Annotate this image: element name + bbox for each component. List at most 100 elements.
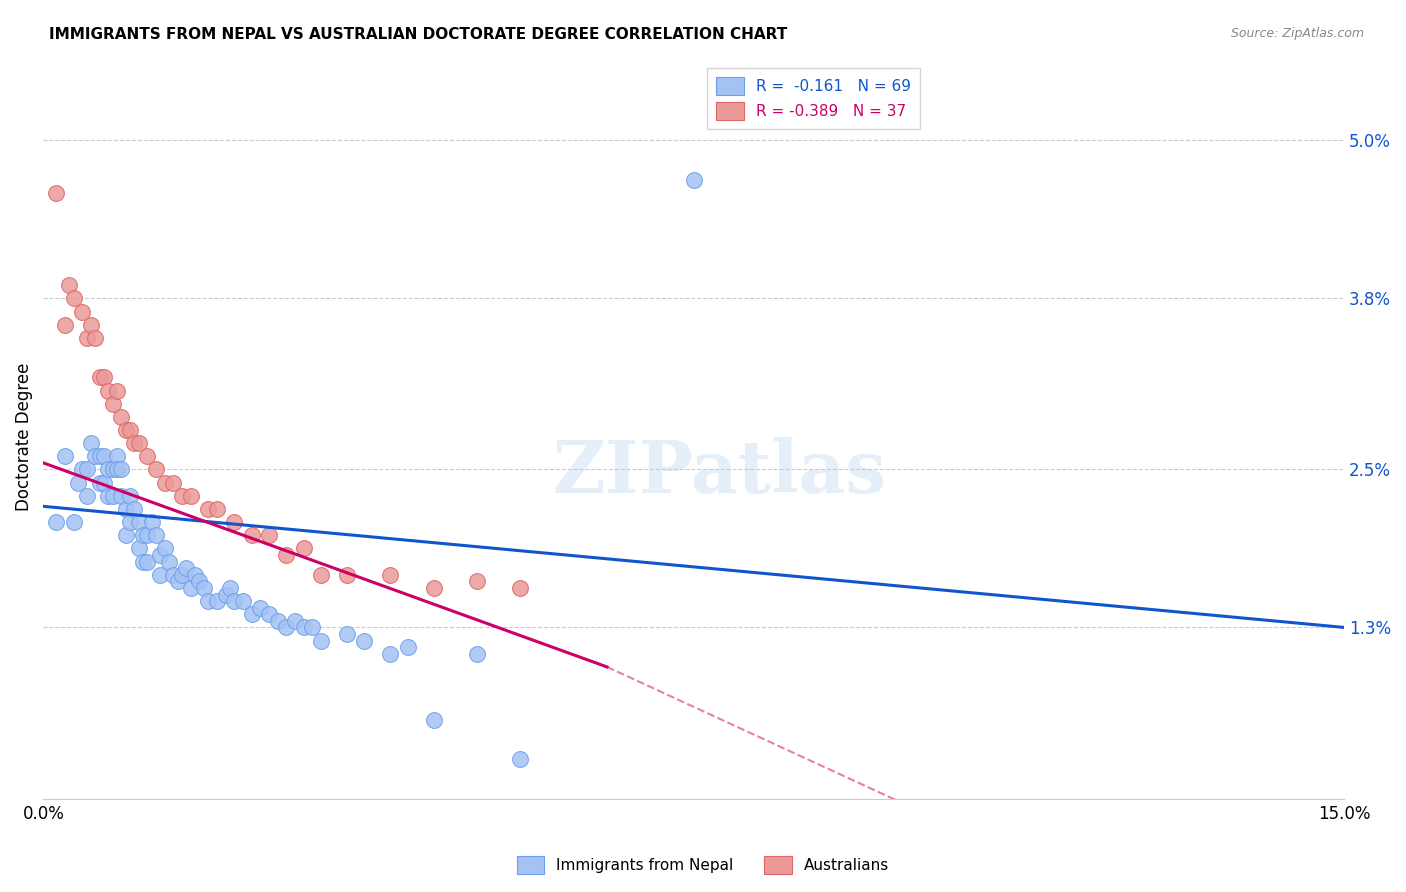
- Point: [266, 614, 288, 628]
- Point: [120, 423, 142, 437]
- Point: [284, 614, 307, 628]
- Point: [214, 588, 236, 602]
- Point: [124, 502, 146, 516]
- Point: [276, 548, 298, 562]
- Point: [292, 620, 315, 634]
- Point: [180, 581, 202, 595]
- Legend: R =  -0.161   N = 69, R = -0.389   N = 37: R = -0.161 N = 69, R = -0.389 N = 37: [707, 68, 920, 129]
- Point: [149, 567, 172, 582]
- Point: [114, 502, 136, 516]
- Point: [76, 462, 98, 476]
- Point: [176, 561, 198, 575]
- Point: [157, 555, 180, 569]
- Point: [141, 515, 163, 529]
- Point: [153, 541, 176, 556]
- Point: [336, 567, 359, 582]
- Point: [136, 450, 159, 464]
- Point: [84, 450, 107, 464]
- Point: [105, 462, 128, 476]
- Point: [101, 489, 124, 503]
- Point: [114, 528, 136, 542]
- Point: [145, 528, 167, 542]
- Point: [380, 647, 402, 661]
- Point: [80, 318, 103, 332]
- Point: [509, 752, 531, 766]
- Point: [162, 475, 184, 490]
- Point: [105, 384, 128, 398]
- Point: [101, 397, 124, 411]
- Point: [184, 567, 207, 582]
- Point: [89, 370, 111, 384]
- Point: [72, 304, 94, 318]
- Point: [132, 528, 155, 542]
- Point: [62, 292, 84, 306]
- Point: [353, 633, 375, 648]
- Point: [422, 713, 444, 727]
- Point: [380, 567, 402, 582]
- Point: [80, 436, 103, 450]
- Point: [309, 567, 332, 582]
- Point: [205, 594, 228, 608]
- Point: [162, 567, 184, 582]
- Text: ZIPatlas: ZIPatlas: [553, 437, 887, 508]
- Point: [172, 489, 194, 503]
- Point: [72, 462, 94, 476]
- Text: IMMIGRANTS FROM NEPAL VS AUSTRALIAN DOCTORATE DEGREE CORRELATION CHART: IMMIGRANTS FROM NEPAL VS AUSTRALIAN DOCT…: [49, 27, 787, 42]
- Y-axis label: Doctorate Degree: Doctorate Degree: [15, 362, 32, 511]
- Point: [224, 515, 246, 529]
- Point: [188, 574, 211, 589]
- Point: [136, 528, 159, 542]
- Point: [232, 594, 254, 608]
- Point: [422, 581, 444, 595]
- Point: [110, 462, 132, 476]
- Point: [97, 489, 120, 503]
- Point: [132, 555, 155, 569]
- Point: [45, 515, 67, 529]
- Legend: Immigrants from Nepal, Australians: Immigrants from Nepal, Australians: [510, 850, 896, 880]
- Point: [97, 384, 120, 398]
- Point: [224, 594, 246, 608]
- Point: [120, 489, 142, 503]
- Point: [53, 318, 76, 332]
- Point: [128, 541, 150, 556]
- Point: [205, 502, 228, 516]
- Point: [197, 594, 219, 608]
- Point: [257, 528, 280, 542]
- Point: [120, 515, 142, 529]
- Point: [240, 528, 263, 542]
- Point: [93, 450, 115, 464]
- Point: [292, 541, 315, 556]
- Point: [180, 489, 202, 503]
- Point: [145, 462, 167, 476]
- Point: [197, 502, 219, 516]
- Point: [62, 515, 84, 529]
- Point: [149, 548, 172, 562]
- Point: [76, 331, 98, 345]
- Point: [101, 462, 124, 476]
- Point: [509, 581, 531, 595]
- Point: [257, 607, 280, 622]
- Point: [166, 574, 188, 589]
- Point: [84, 331, 107, 345]
- Point: [465, 647, 488, 661]
- Point: [240, 607, 263, 622]
- Point: [301, 620, 323, 634]
- Point: [45, 186, 67, 200]
- Point: [309, 633, 332, 648]
- Point: [128, 436, 150, 450]
- Point: [58, 278, 80, 293]
- Point: [682, 173, 704, 187]
- Point: [136, 555, 159, 569]
- Point: [89, 450, 111, 464]
- Point: [124, 436, 146, 450]
- Point: [193, 581, 215, 595]
- Point: [105, 450, 128, 464]
- Point: [76, 489, 98, 503]
- Point: [89, 475, 111, 490]
- Point: [67, 475, 90, 490]
- Point: [396, 640, 419, 655]
- Point: [114, 423, 136, 437]
- Point: [276, 620, 298, 634]
- Text: Source: ZipAtlas.com: Source: ZipAtlas.com: [1230, 27, 1364, 40]
- Point: [93, 475, 115, 490]
